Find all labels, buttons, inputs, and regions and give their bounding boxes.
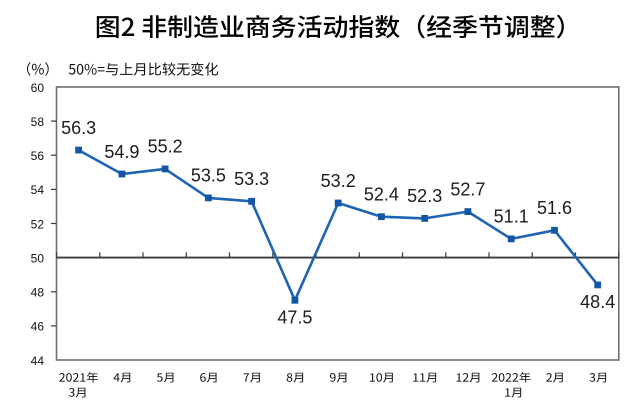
svg-text:51.1: 51.1 (494, 207, 529, 227)
svg-text:50: 50 (31, 251, 45, 265)
svg-text:48: 48 (31, 286, 45, 300)
svg-text:51.6: 51.6 (537, 198, 572, 218)
svg-text:52: 52 (31, 217, 45, 231)
svg-text:48.4: 48.4 (580, 292, 615, 312)
svg-text:58: 58 (31, 115, 45, 129)
svg-text:54: 54 (31, 183, 45, 197)
svg-text:55.2: 55.2 (148, 137, 183, 157)
svg-text:56.3: 56.3 (61, 118, 96, 138)
svg-text:60: 60 (31, 81, 45, 95)
svg-text:52.4: 52.4 (364, 185, 399, 205)
svg-text:47.5: 47.5 (277, 307, 312, 327)
svg-text:44: 44 (31, 354, 45, 368)
svg-text:52.3: 52.3 (407, 186, 442, 206)
svg-text:46: 46 (31, 320, 45, 334)
svg-text:53.2: 53.2 (321, 171, 356, 191)
svg-text:52.7: 52.7 (450, 179, 485, 199)
svg-text:53.5: 53.5 (191, 166, 226, 186)
svg-text:56: 56 (31, 149, 45, 163)
svg-text:54.9: 54.9 (104, 142, 139, 162)
svg-text:53.3: 53.3 (234, 169, 269, 189)
